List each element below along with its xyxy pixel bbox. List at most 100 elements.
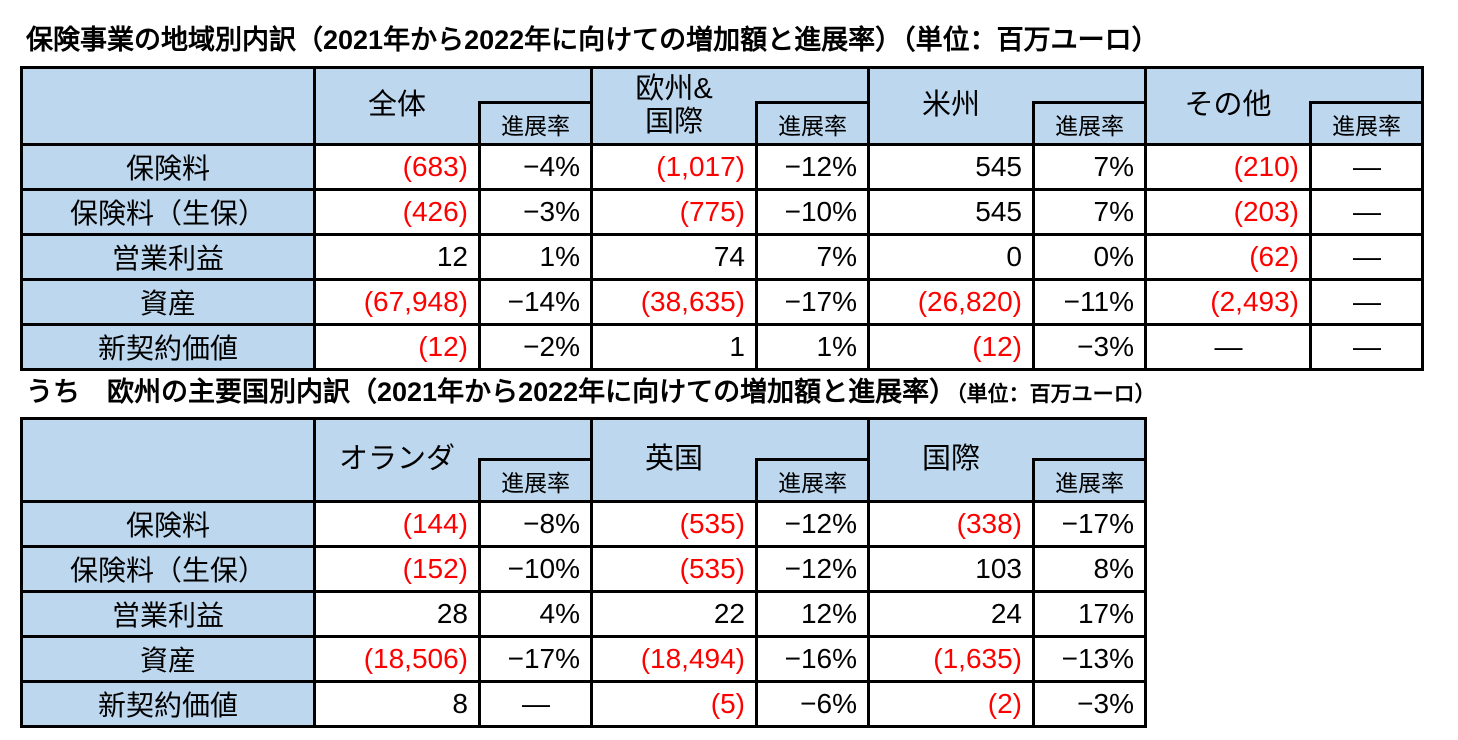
table-row: 営業利益 28 4% 22 12% 24 17%	[20, 590, 1147, 638]
group-header: 国際 進展率	[867, 417, 1147, 503]
value-cell: (210)	[1144, 143, 1312, 191]
row-label-cell: 資産	[20, 278, 316, 326]
value-cell: 545	[867, 188, 1035, 236]
rate-cell: —	[1309, 278, 1424, 326]
regional-breakdown-table: 全体 進展率 欧州& 国際 進展率 米州 進展率 その他 進展率 保険料 (683) −4% (1,0…	[20, 66, 1424, 371]
rate-header-column: 進展率	[1032, 422, 1143, 499]
group-header-wrap: 全体 進展率	[318, 71, 589, 142]
table-row: 新契約価値 (12) −2% 1 1% (12) −3% — —	[20, 323, 1424, 371]
rate-header-label: 進展率	[755, 458, 866, 499]
table-row: 営業利益 12 1% 74 7% 0 0% (62) —	[20, 233, 1424, 281]
value-cell: 12	[313, 233, 481, 281]
group-header-wrap: 欧州& 国際 進展率	[595, 71, 866, 142]
value-cell: (26,820)	[867, 278, 1035, 326]
region-label: 欧州& 国際	[635, 72, 713, 138]
rate-header-column: 進展率	[478, 422, 589, 499]
value-cell: (535)	[590, 500, 758, 548]
value-cell: 74	[590, 233, 758, 281]
value-cell: 24	[867, 590, 1035, 638]
rate-cell: 12%	[755, 590, 870, 638]
value-cell: 28	[313, 590, 481, 638]
value-cell: (5)	[590, 680, 758, 728]
table-row: 資産 (18,506) −17% (18,494) −16% (1,635) −13%	[20, 635, 1147, 683]
rate-cell: —	[1309, 143, 1424, 191]
table1-title-text: 保険事業の地域別内訳（2021年から2022年に向けての増加額と進展率）	[26, 25, 903, 55]
value-cell: 0	[867, 233, 1035, 281]
value-cell: 103	[867, 545, 1035, 593]
rate-cell: —	[1309, 323, 1424, 371]
corner-cell	[20, 417, 316, 503]
rate-header-column: 進展率	[478, 71, 589, 142]
region-label: オランダ	[338, 443, 455, 476]
rate-cell: −12%	[755, 545, 870, 593]
table-row: 保険料（生保） (152) −10% (535) −12% 103 8%	[20, 545, 1147, 593]
value-cell: (2,493)	[1144, 278, 1312, 326]
group-header: オランダ 進展率	[313, 417, 593, 503]
row-label-cell: 保険料	[20, 500, 316, 548]
value-cell: (67,948)	[313, 278, 481, 326]
rate-cell: 17%	[1032, 590, 1147, 638]
value-cell: (2)	[867, 680, 1035, 728]
region-label: 英国	[644, 443, 703, 476]
header-row: 全体 進展率 欧州& 国際 進展率 米州 進展率 その他 進展率	[20, 66, 1424, 146]
group-header: その他 進展率	[1144, 66, 1424, 146]
value-cell: 8	[313, 680, 481, 728]
rate-header-column: 進展率	[755, 71, 866, 142]
value-cell: (62)	[1144, 233, 1312, 281]
group-header-wrap: 英国 進展率	[595, 422, 866, 499]
table2-title: うち 欧州の主要国別内訳（2021年から2022年に向けての増加額と進展率）（単…	[26, 376, 1156, 411]
value-cell: (152)	[313, 545, 481, 593]
value-cell: 1	[590, 323, 758, 371]
value-cell: (203)	[1144, 188, 1312, 236]
row-label-cell: 営業利益	[20, 590, 316, 638]
rate-cell: −8%	[478, 500, 593, 548]
rate-header-label: 進展率	[1032, 101, 1143, 142]
corner-cell	[20, 66, 316, 146]
value-cell: 22	[590, 590, 758, 638]
rate-cell: −10%	[478, 545, 593, 593]
row-label-cell: 営業利益	[20, 233, 316, 281]
rate-header-column: 進展率	[755, 422, 866, 499]
value-cell: 545	[867, 143, 1035, 191]
rate-cell: −2%	[478, 323, 593, 371]
region-label: その他	[1184, 89, 1272, 122]
rate-cell: 1%	[478, 233, 593, 281]
value-cell: (18,506)	[313, 635, 481, 683]
table-row: 新契約価値 8— (5) −6% (2) −3%	[20, 680, 1147, 728]
rate-cell: 1%	[755, 323, 870, 371]
row-label-cell: 資産	[20, 635, 316, 683]
rate-cell: —	[1309, 233, 1424, 281]
rate-cell: 7%	[1032, 143, 1147, 191]
group-header-wrap: 国際 進展率	[872, 422, 1143, 499]
rate-cell: −14%	[478, 278, 593, 326]
rate-cell: 7%	[1032, 188, 1147, 236]
table2-unit-note: （単位：百万ユーロ）	[956, 383, 1156, 406]
rate-cell: 7%	[755, 233, 870, 281]
group-header-wrap: その他 進展率	[1149, 71, 1420, 142]
rate-cell: −3%	[1032, 323, 1147, 371]
region-label: 米州	[921, 89, 980, 122]
rate-header-label: 進展率	[755, 101, 866, 142]
row-label-cell: 保険料	[20, 143, 316, 191]
rate-header-label: 進展率	[478, 101, 589, 142]
europe-country-breakdown-table: オランダ 進展率 英国 進展率 国際 進展率 保険料 (144) −8% (535) −12% (33…	[20, 417, 1147, 728]
region-label: 全体	[367, 89, 426, 122]
group-header: 欧州& 国際 進展率	[590, 66, 870, 146]
row-label-cell: 保険料（生保）	[20, 188, 316, 236]
table-row: 保険料 (683) −4% (1,017) −12% 545 7% (210) —	[20, 143, 1424, 191]
rate-cell: −16%	[755, 635, 870, 683]
rate-cell: −17%	[478, 635, 593, 683]
value-cell: (1,635)	[867, 635, 1035, 683]
value-cell: (144)	[313, 500, 481, 548]
rate-cell: −12%	[755, 143, 870, 191]
rate-cell: −6%	[755, 680, 870, 728]
value-cell: (338)	[867, 500, 1035, 548]
rate-cell: −12%	[755, 500, 870, 548]
rate-cell: —	[478, 680, 593, 728]
table2-title-text: うち 欧州の主要国別内訳（2021年から2022年に向けての増加額と進展率）	[26, 377, 957, 407]
rate-cell: 8%	[1032, 545, 1147, 593]
rate-header-column: 進展率	[1309, 71, 1420, 142]
rate-cell: −17%	[755, 278, 870, 326]
table-row: 保険料（生保） (426) −3% (775) −10% 545 7% (203) —	[20, 188, 1424, 236]
table-row: 資産 (67,948) −14% (38,635) −17% (26,820) −11% (2…	[20, 278, 1424, 326]
